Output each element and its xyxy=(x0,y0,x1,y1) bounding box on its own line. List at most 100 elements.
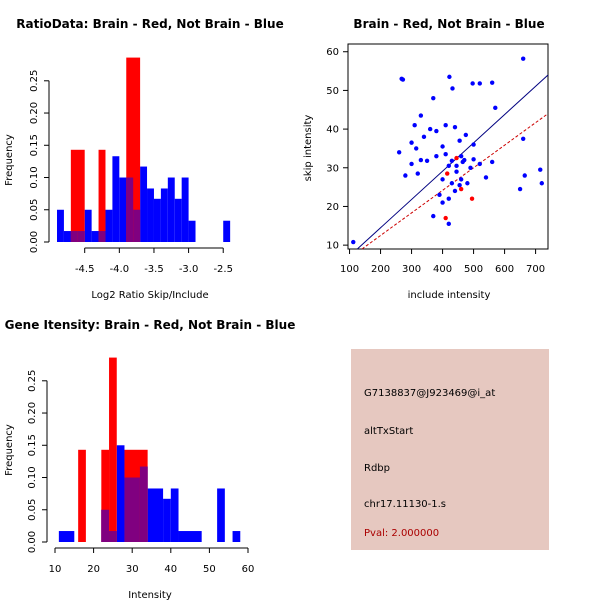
scatter-plot-frame xyxy=(347,43,549,250)
ratio-y-tick-label: 0.20 xyxy=(29,102,40,124)
gene-brain-bar xyxy=(109,357,117,542)
scatter-y-tick-label: 60 xyxy=(326,47,339,58)
gene-y-tick-label: 0.05 xyxy=(27,499,38,521)
ratio-x-tick-label: -3.5 xyxy=(144,264,164,275)
scatter-axes: 100 200 300 400 500 600 700 10 20 30 40 50 60 xyxy=(326,47,545,275)
gene-overlap-bar xyxy=(101,509,110,542)
not-brain-point xyxy=(449,158,455,164)
scatter-x-tick-label: 300 xyxy=(402,264,421,275)
ratio-y-tick-label: 0.00 xyxy=(29,231,40,253)
not-brain-point xyxy=(400,77,406,82)
scatter-chart-title: Brain - Red, Not Brain - Blue xyxy=(353,17,544,31)
ratio-not-brain-bar xyxy=(105,209,113,242)
not-brain-point xyxy=(470,81,475,86)
ratio-histogram-panel: RatioData: Brain - Red, Not Brain - Blue… xyxy=(4,17,284,301)
not-brain-point xyxy=(446,221,451,227)
ratio-y-tick-label: 0.10 xyxy=(29,166,40,188)
scatter-y-tick-label: 50 xyxy=(326,86,339,97)
ratio-overlap-bar xyxy=(77,231,85,242)
not-brain-point xyxy=(447,74,452,80)
ratio-not-brain-bar xyxy=(153,198,161,242)
ratio-x-tick-label: -3.0 xyxy=(179,264,199,275)
gene-y-tick-label: 0.00 xyxy=(27,531,38,553)
gene-not-brain-bar xyxy=(170,488,179,542)
scatter-x-tick-label: 100 xyxy=(340,264,359,275)
ratio-x-tick-label: -2.5 xyxy=(213,264,233,275)
not-brain-point xyxy=(489,80,495,85)
ratio-not-brain-bar xyxy=(147,188,154,242)
scatter-y-tick-label: 20 xyxy=(326,202,339,213)
not-brain-point xyxy=(440,200,445,205)
scatter-x-tick-label: 500 xyxy=(464,264,483,275)
ratio-y-axis-label: Frequency xyxy=(4,134,15,186)
not-brain-point xyxy=(522,173,527,178)
scatter-x-tick-label: 700 xyxy=(526,264,545,275)
scatter-x-tick-label: 600 xyxy=(495,264,514,275)
probe-info-panel: G7138837@J923469@i_at altTxStart Rdbp ch… xyxy=(351,349,549,550)
scatter-x-axis-label: include intensity xyxy=(408,290,491,301)
not-brain-point xyxy=(483,175,489,180)
gene-not-brain-bar xyxy=(116,445,125,542)
not-brain-point xyxy=(468,165,473,170)
not-brain-point xyxy=(471,157,476,162)
not-brain-point xyxy=(471,142,476,147)
ratio-not-brain-bar xyxy=(140,166,148,242)
gene-not-brain-bar xyxy=(163,498,171,542)
gene-x-axis-label: Intensity xyxy=(128,590,172,600)
gene-brain-bar xyxy=(101,449,110,542)
ratio-x-tick-label: -4.0 xyxy=(110,264,130,275)
gene-not-brain-bar xyxy=(217,488,225,542)
not-brain-point xyxy=(396,150,402,155)
ratio-axes: -4.5 -4.0 -3.5 -3.0 -2.5 0.00 0.05 0.10 0.15 0.20… xyxy=(29,70,233,275)
ratio-overlap-bar xyxy=(126,177,134,242)
ratio-not-brain-bar xyxy=(174,198,182,242)
not-brain-point xyxy=(443,152,448,157)
ratio-chart-title: RatioData: Brain - Red, Not Brain - Blue xyxy=(16,17,283,31)
gene-brain-bar xyxy=(78,449,86,542)
gene-x-tick-label: 20 xyxy=(87,564,100,575)
pval-text: Pval: 2.000000 xyxy=(364,528,439,539)
not-brain-point xyxy=(452,124,458,130)
gene-overlap-bar xyxy=(109,531,117,542)
not-brain-point xyxy=(458,153,464,159)
brain-point xyxy=(445,171,450,176)
scatter-x-tick-label: 200 xyxy=(371,264,390,275)
not-brain-point xyxy=(477,161,482,167)
not-brain-point xyxy=(458,177,464,182)
intensity-scatter-panel: Brain - Red, Not Brain - Blue 100 200 300 4… xyxy=(303,17,549,301)
ratio-overlap-bar xyxy=(98,231,106,242)
scatter-points xyxy=(351,56,544,245)
gene-y-tick-label: 0.20 xyxy=(27,402,38,424)
not-brain-point xyxy=(449,181,455,186)
ratio-overlap-bar xyxy=(70,231,78,242)
not-brain-point xyxy=(460,159,465,165)
not-brain-point xyxy=(427,126,433,132)
gene-axes: 10 20 30 40 50 60 0.00 0.05 0.10 0.15 0.20 0.25 xyxy=(27,370,254,575)
not-brain-point xyxy=(446,196,451,201)
not-brain-point xyxy=(463,132,469,138)
probe-id-text: G7138837@J923469@i_at xyxy=(364,388,495,399)
ratio-brain-bar xyxy=(70,149,85,242)
gene-chart-title: Gene Itensity: Brain - Red, Not Brain - … xyxy=(5,318,296,332)
ratio-x-axis-label: Log2 Ratio Skip/Include xyxy=(91,290,208,301)
ratio-not-brain-bar xyxy=(57,209,64,242)
scatter-y-tick-label: 10 xyxy=(326,241,339,252)
gene-not-brain-bar xyxy=(178,531,202,542)
not-brain-point xyxy=(457,182,462,188)
not-brain-point xyxy=(431,213,436,219)
ratio-y-tick-label: 0.25 xyxy=(29,70,40,92)
brain-point xyxy=(469,196,475,201)
not-brain-point xyxy=(443,123,448,128)
gene-intensity-histogram-panel: Gene Itensity: Brain - Red, Not Brain - … xyxy=(4,318,296,601)
not-brain-point xyxy=(446,163,451,169)
not-brain-point xyxy=(415,171,420,176)
ratio-not-brain-bar xyxy=(112,156,120,242)
scatter-y-tick-label: 40 xyxy=(326,125,339,136)
not-brain-point xyxy=(517,186,523,192)
gene-x-tick-label: 50 xyxy=(203,564,216,575)
not-brain-point xyxy=(454,169,459,174)
event-type-text: altTxStart xyxy=(364,426,413,437)
not-brain-point xyxy=(418,113,424,118)
